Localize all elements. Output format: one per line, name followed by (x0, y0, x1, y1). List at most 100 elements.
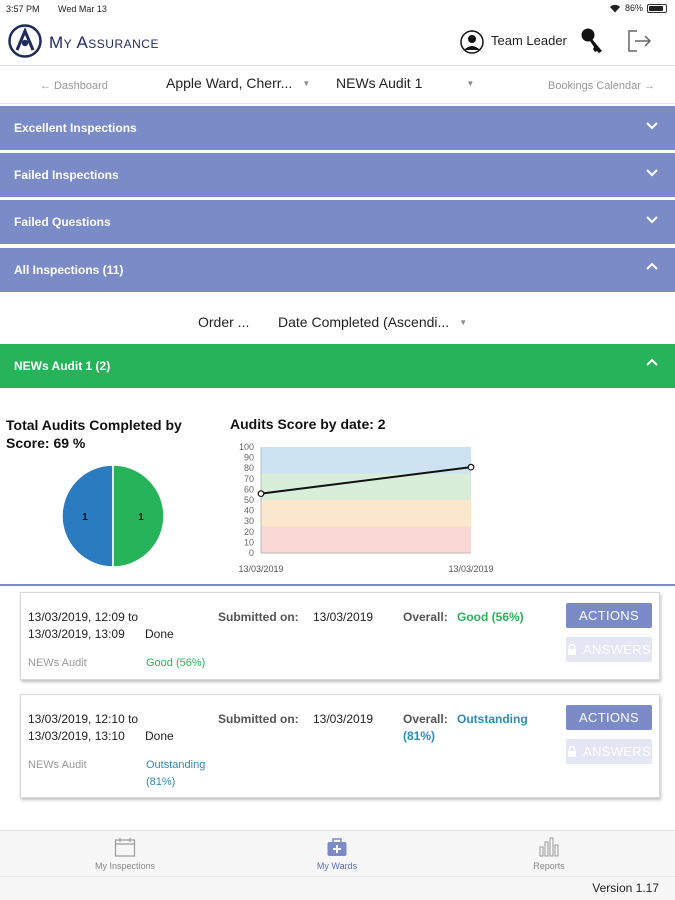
score-label: Good (56%) (146, 657, 206, 669)
pie-slice (61, 464, 114, 568)
section-failed-questions[interactable]: Failed Questions (0, 200, 675, 244)
section-all-inspections[interactable]: All Inspections (11) (0, 248, 675, 292)
score-band (261, 526, 471, 553)
data-point (257, 490, 265, 498)
pie-slice (112, 464, 165, 568)
chevron-down-icon (646, 216, 658, 224)
chevron-up-icon (646, 262, 658, 270)
score-band (261, 473, 471, 500)
logout-icon[interactable] (627, 30, 653, 52)
x-tick-label: 13/03/2019 (238, 564, 283, 574)
overall-label: Overall: (403, 712, 448, 726)
user-role-label[interactable]: Team Leader (491, 33, 567, 48)
audit-group-label: NEWs Audit 1 (2) (14, 359, 111, 373)
score-label: Outstanding (81%) (146, 759, 206, 788)
submitted-date: 13/03/2019 (313, 712, 374, 726)
tab-bar: My Inspections My Wards Reports (0, 830, 675, 876)
submitted-label: Submitted on: (218, 712, 299, 726)
score-band (261, 500, 471, 527)
y-tick-label: 100 (239, 442, 254, 452)
bookings-calendar-link[interactable]: Bookings Calendar → (547, 80, 655, 92)
tab-my-wards[interactable]: My Wards (272, 831, 402, 877)
y-tick-label: 60 (244, 484, 254, 494)
audit-select[interactable]: NEWs Audit 1 ▼ (336, 75, 474, 91)
chevron-down-icon (646, 169, 658, 177)
inspection-range-end: 13/03/2019, 13:09 (28, 627, 125, 641)
order-row: Order ... Date Completed (Ascendi... ▼ (0, 300, 675, 344)
chevron-down-icon: ▼ (302, 78, 311, 88)
chevron-down-icon (646, 122, 658, 130)
section-failed-inspections[interactable]: Failed Inspections (0, 153, 675, 197)
pie-chart-title: Total Audits Completed by Score: 69 % (6, 417, 182, 451)
y-tick-label: 50 (244, 495, 254, 505)
tab-label: Reports (533, 861, 565, 871)
audit-name: NEWs Audit (28, 759, 87, 771)
key-icon[interactable] (580, 27, 606, 55)
order-select[interactable]: Date Completed (Ascendi... ▼ (278, 314, 467, 330)
ward-select-value: Apple Ward, Cherr... (166, 75, 293, 91)
lock-icon (568, 746, 577, 757)
inspection-range-end: 13/03/2019, 13:10 (28, 729, 125, 743)
chevron-up-icon (646, 358, 658, 366)
data-point (467, 463, 475, 471)
chevron-down-icon: ▼ (459, 317, 468, 327)
tab-reports[interactable]: Reports (484, 831, 614, 877)
series-line (260, 466, 472, 495)
answers-button[interactable]: ANSWERS (566, 637, 652, 662)
bar-chart-icon (539, 837, 559, 857)
section-label: Failed Questions (14, 215, 111, 229)
y-tick-label: 70 (244, 474, 254, 484)
line-chart-title: Audits Score by date: 2 (230, 416, 386, 432)
overall-label: Overall: (403, 610, 448, 624)
pie-slice-label: 1 (82, 512, 88, 523)
answers-label: ANSWERS (583, 744, 651, 759)
y-tick-label: 80 (244, 463, 254, 473)
y-tick-label: 0 (249, 548, 254, 558)
app-header: My Assurance Team Leader (0, 18, 675, 66)
version-bar: Version 1.17 (0, 876, 675, 900)
actions-button[interactable]: ACTIONS (566, 705, 652, 730)
battery-icon (647, 3, 667, 13)
version-label: Version 1.17 (592, 881, 659, 895)
submitted-label: Submitted on: (218, 610, 299, 624)
calendar-icon (114, 838, 136, 857)
order-label: Order ... (198, 314, 250, 330)
submitted-date: 13/03/2019 (313, 610, 374, 624)
battery-percent: 86% (624, 3, 643, 13)
overall-value: Good (56%) (457, 610, 524, 624)
tab-my-inspections[interactable]: My Inspections (60, 831, 190, 877)
inspection-range-start: 13/03/2019, 12:10 to (28, 712, 139, 726)
section-label: All Inspections (11) (14, 263, 124, 277)
section-excellent-inspections[interactable]: Excellent Inspections (0, 106, 675, 150)
answers-button[interactable]: ANSWERS (566, 739, 652, 764)
status-right: 86% (609, 3, 667, 13)
pie-slice-label: 1 (138, 512, 144, 523)
inspection-status: Done (145, 627, 174, 641)
inspection-card: 13/03/2019, 12:10 to 13/03/2019, 13:10 D… (20, 694, 660, 798)
inspection-card: 13/03/2019, 12:09 to 13/03/2019, 13:09 D… (20, 592, 660, 680)
status-bar: 3:57 PM Wed Mar 13 86% (0, 0, 675, 18)
medical-bag-icon (327, 838, 347, 856)
overall-value: Outstanding (81%) (403, 712, 528, 743)
answers-label: ANSWERS (583, 642, 651, 657)
section-label: Excellent Inspections (14, 121, 137, 135)
status-time: 3:57 PM (6, 4, 40, 14)
y-tick-label: 30 (244, 516, 254, 526)
actions-button[interactable]: ACTIONS (566, 603, 652, 628)
y-tick-label: 10 (244, 537, 254, 547)
dashboard-link[interactable]: ← Dashboard (40, 80, 108, 92)
wifi-icon (609, 4, 620, 12)
audit-name: NEWs Audit (28, 657, 87, 669)
assurance-logo-icon[interactable] (8, 24, 42, 58)
x-tick-label: 13/03/2019 (448, 564, 493, 574)
ward-select[interactable]: Apple Ward, Cherr... ▼ (166, 75, 310, 91)
user-icon[interactable] (460, 30, 484, 54)
score-band (261, 447, 471, 474)
chevron-down-icon: ▼ (466, 78, 475, 88)
lock-icon (568, 644, 577, 655)
y-tick-label: 40 (244, 506, 254, 516)
audit-group-header[interactable]: NEWs Audit 1 (2) (0, 344, 675, 388)
inspection-range-start: 13/03/2019, 12:09 to (28, 610, 139, 624)
